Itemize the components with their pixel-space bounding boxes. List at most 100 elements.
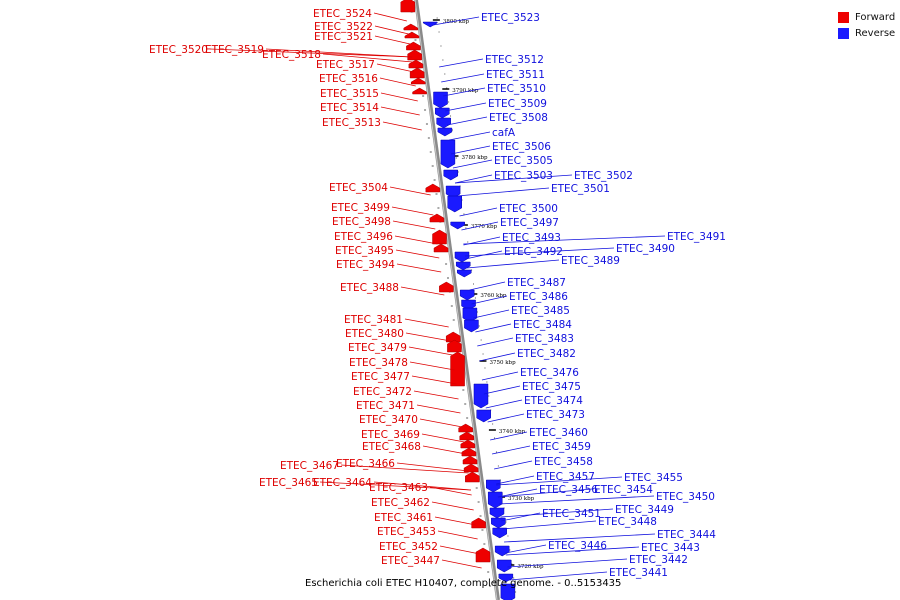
legend-reverse: Reverse	[838, 25, 895, 41]
label-leader	[505, 546, 640, 556]
label-leader	[374, 25, 409, 35]
label-leader	[416, 404, 461, 414]
forward-gene-block	[460, 439, 476, 449]
gene-label: ETEC_3492	[504, 246, 563, 258]
label-leader	[396, 462, 469, 472]
reverse-gene-block	[443, 169, 459, 181]
gene-label: ETEC_3501	[551, 183, 610, 195]
gene-label: ETEC_3447	[381, 555, 440, 567]
label-leader	[441, 73, 485, 83]
label-leader	[483, 385, 521, 395]
gene-label: ETEC_3497	[500, 217, 559, 229]
label-leader	[456, 187, 550, 197]
label-leader	[411, 375, 457, 385]
gene-label: ETEC_3470	[359, 414, 418, 426]
gene-label: ETEC_3502	[574, 170, 633, 182]
gene-label: ETEC_3518	[262, 49, 321, 61]
label-leader	[380, 106, 420, 116]
forward-gene-block	[409, 67, 425, 79]
label-leader	[454, 174, 573, 184]
forward-gene-block	[429, 213, 445, 223]
gene-label: ETEC_3486	[509, 291, 568, 303]
label-leader	[501, 512, 541, 522]
gene-label: ETEC_3458	[534, 456, 593, 468]
label-leader	[487, 413, 525, 423]
gene-label: ETEC_3523	[481, 12, 540, 24]
label-leader	[409, 361, 455, 371]
forward-gene-block	[404, 31, 420, 39]
label-leader	[431, 501, 474, 511]
gene-label: cafA	[492, 127, 516, 139]
label-leader	[413, 390, 459, 400]
label-leader	[429, 486, 472, 496]
label-leader	[498, 495, 655, 505]
gene-labels: ETEC_3524ETEC_3522ETEC_3521ETEC_3520ETEC…	[149, 8, 726, 579]
gene-label: ETEC_3451	[542, 508, 601, 520]
reverse-gene-block	[473, 383, 489, 409]
gene-label: ETEC_3466	[336, 458, 395, 470]
gene-label: ETEC_3480	[345, 328, 404, 340]
gene-label: ETEC_3481	[344, 314, 403, 326]
gene-label: ETEC_3479	[348, 342, 407, 354]
forward-gene-block	[425, 183, 441, 193]
scale-label: 3720 kbp	[517, 564, 544, 570]
label-leader	[392, 220, 436, 230]
label-leader	[445, 102, 487, 112]
label-leader	[507, 558, 628, 568]
reverse-swatch	[838, 27, 849, 39]
reverse-gene-block	[436, 117, 451, 129]
gene-label: ETEC_3489	[561, 255, 620, 267]
label-leader	[319, 481, 471, 491]
label-leader	[496, 475, 535, 485]
gene-label: ETEC_3462	[371, 497, 430, 509]
label-leader	[471, 295, 508, 305]
gene-label: ETEC_3515	[320, 88, 379, 100]
gene-label: ETEC_3464	[313, 477, 372, 489]
forward-gene-block	[410, 77, 426, 85]
gene-label: ETEC_3484	[513, 319, 572, 331]
label-leader	[404, 318, 449, 328]
scale-label: 3740 kbp	[499, 429, 526, 435]
gene-label: ETEC_3441	[609, 567, 668, 579]
reverse-gene-block	[440, 139, 456, 169]
gene-label: ETEC_3444	[657, 529, 716, 541]
label-leader	[433, 16, 480, 26]
gene-label: ETEC_3483	[515, 333, 574, 345]
gene-label: ETEC_3460	[529, 427, 588, 439]
gene-label: ETEC_3446	[548, 540, 607, 552]
label-leader	[491, 445, 531, 455]
gene-label: ETEC_3500	[499, 203, 558, 215]
reverse-gene-block	[456, 269, 472, 278]
reverse-gene-block	[459, 289, 475, 301]
label-leader	[479, 352, 516, 362]
gene-label: ETEC_3448	[598, 516, 657, 528]
label-leader	[497, 488, 593, 498]
gene-label: ETEC_3493	[502, 232, 561, 244]
label-leader	[452, 159, 493, 169]
label-leader	[504, 533, 656, 543]
reverse-gene-block	[496, 559, 512, 573]
gene-label: ETEC_3475	[522, 381, 581, 393]
gene-label: ETEC_3494	[336, 259, 395, 271]
genome-caption: Escherichia coli ETEC H10407, complete g…	[305, 578, 622, 589]
forward-gene-block	[433, 243, 449, 253]
label-leader	[449, 131, 491, 141]
reverse-gene-block	[489, 507, 505, 519]
label-leader	[494, 460, 533, 470]
gene-label: ETEC_3509	[488, 98, 547, 110]
label-leader	[419, 418, 463, 428]
gene-label: ETEC_3476	[520, 367, 579, 379]
genome-backbone	[414, 0, 500, 600]
gene-label: ETEC_3499	[331, 202, 390, 214]
label-leader	[475, 323, 512, 333]
label-leader	[477, 337, 514, 347]
gene-label: ETEC_3443	[641, 542, 700, 554]
label-leader	[209, 48, 412, 58]
forward-gene-block	[462, 455, 478, 465]
label-leader	[434, 516, 476, 526]
label-leader	[340, 464, 469, 474]
reverse-gene-block	[447, 195, 462, 213]
label-leader	[461, 221, 499, 231]
gene-label: ETEC_3521	[314, 31, 373, 43]
gene-label: ETEC_3485	[511, 305, 570, 317]
